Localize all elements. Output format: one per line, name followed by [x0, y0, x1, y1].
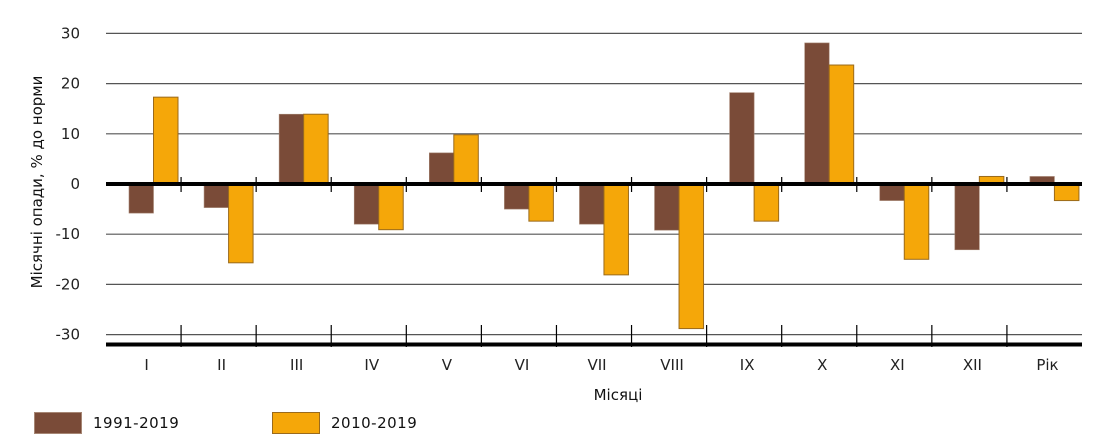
x-tick-label: I: [144, 356, 148, 374]
gridlines: [106, 32, 1082, 336]
x-tick-label: Рік: [1036, 356, 1058, 374]
y-tick-labels: 30 20 10 0 -10 -20 -30: [56, 24, 81, 343]
legend-item-2010-2019: 2010-2019: [272, 411, 417, 435]
bar-2010-2019-III: [303, 113, 329, 185]
bar-1991-2019-V: [429, 152, 455, 185]
bar-1991-2019-I: [128, 183, 154, 214]
x-tick-label: X: [817, 356, 827, 374]
x-tick-label: VI: [515, 356, 530, 374]
bar-1991-2019-VIII: [654, 183, 680, 231]
x-tick-label: V: [442, 356, 453, 374]
bar-2010-2019-XI: [903, 183, 930, 260]
x-tick-label: XI: [890, 356, 905, 374]
y-tick-label: 20: [61, 75, 80, 93]
bar-1991-2019-XII: [954, 183, 980, 251]
bar-1991-2019-XI: [879, 183, 905, 201]
x-tick-label: VIII: [660, 356, 684, 374]
bars: [128, 42, 1080, 330]
y-tick-label: -10: [56, 225, 81, 243]
bar-1991-2019-IV: [353, 183, 380, 225]
legend-item-1991-2019: 1991-2019: [34, 411, 179, 435]
x-tick-label: IV: [364, 356, 379, 374]
x-tick-label: II: [217, 356, 226, 374]
x-tick-label: III: [290, 356, 303, 374]
bar-2010-2019-V: [453, 134, 479, 185]
legend-label-1991-2019: 1991-2019: [93, 414, 180, 432]
x-tick-label: IX: [740, 356, 755, 374]
legend-swatch-2010-2019: [272, 412, 320, 434]
y-tick-label: 10: [61, 125, 80, 143]
x-axis-title: Місяці: [594, 386, 643, 404]
legend: 1991-2019 2010-2019: [0, 411, 700, 435]
bar-2010-2019-VII: [603, 183, 629, 276]
bar-1991-2019-IX: [729, 92, 755, 185]
bar-1991-2019-VI: [504, 183, 530, 210]
bar-2010-2019-Рік: [1053, 183, 1080, 202]
bar-2010-2019-VIII: [678, 183, 705, 330]
bar-1991-2019-II: [203, 183, 229, 208]
axes: [106, 177, 1082, 347]
bar-2010-2019-X: [828, 64, 855, 185]
x-tick-label: VII: [587, 356, 606, 374]
bar-1991-2019-III: [278, 113, 304, 185]
y-tick-label: -30: [56, 326, 81, 344]
bar-2010-2019-IX: [753, 183, 780, 222]
y-axis-title: Місячні опади, % до норми: [28, 76, 46, 289]
bar-2010-2019-II: [228, 183, 254, 264]
bar-2010-2019-IV: [378, 183, 404, 231]
bar-2010-2019-VI: [528, 183, 554, 222]
bar-1991-2019-X: [804, 42, 830, 185]
x-tick-labels: I II III IV V VI VII VIII IX X XI XII Рік: [144, 356, 1058, 374]
legend-label-2010-2019: 2010-2019: [331, 414, 418, 432]
bar-1991-2019-VII: [579, 183, 605, 225]
x-tick-label: XII: [963, 356, 982, 374]
y-tick-label: 30: [61, 24, 80, 42]
legend-swatch-1991-2019: [34, 412, 82, 434]
y-tick-label: -20: [56, 275, 81, 293]
y-tick-label: 0: [70, 175, 80, 193]
bar-2010-2019-I: [153, 96, 179, 185]
